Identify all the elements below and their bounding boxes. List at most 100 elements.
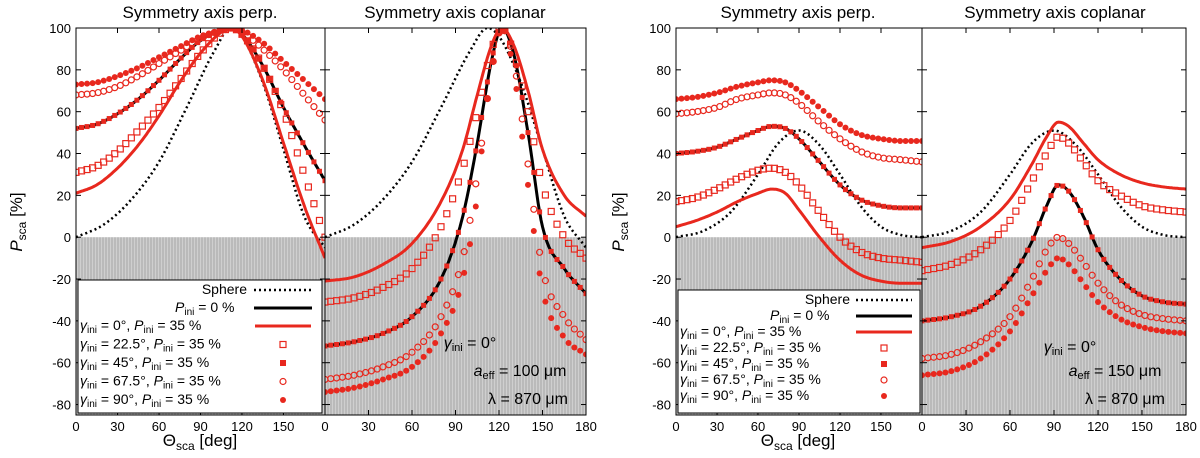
left-perp-series-0-line (76, 28, 325, 249)
left-perp-series-4-marker (300, 140, 306, 146)
left-perp-series-6-marker (277, 55, 284, 62)
right-coplanar-series-3-marker (1076, 154, 1085, 162)
left-coplanar-series-4-marker (525, 130, 531, 136)
left-coplanar-series-3-marker (425, 243, 433, 251)
legend-row-label: γini = 67.5°, Pini = 35 % (80, 373, 221, 392)
right-perp-series-3-marker (781, 168, 789, 176)
right-coplanar-series-6-marker (1147, 326, 1154, 333)
right-coplanar-series-4-marker (948, 314, 954, 320)
left-coplanar-series-6-marker (513, 85, 520, 92)
right-perp-series-4-marker (870, 201, 876, 207)
left-coplanar-series-5-marker (530, 205, 538, 213)
x-tick-label-left-coplanar: 30 (361, 419, 375, 434)
legend-row-label: γini = 0°, Pini = 35 % (680, 323, 801, 342)
right-perp-series-4-marker (728, 139, 734, 145)
right-perp-series-6-marker (689, 94, 696, 101)
right-perp-series-4-marker (739, 134, 745, 140)
right-coplanar-series-5-marker (1018, 294, 1026, 302)
left-perp-series-6-marker (233, 28, 240, 32)
left-perp-series-4-marker (123, 105, 129, 111)
left-perp-series-3-marker (260, 64, 268, 72)
left-perp-series-5-marker (271, 57, 279, 65)
y-tick-label-left-perp: -60 (52, 356, 71, 371)
right-perp-series-6-marker (733, 83, 740, 90)
left-coplanar-series-6-marker (548, 315, 555, 322)
right-coplanar-series-4-marker (1072, 197, 1078, 203)
right-coplanar-series-4-marker (1013, 268, 1019, 274)
right-coplanar-series-6-marker (1036, 279, 1043, 286)
left-coplanar-series-5-marker (402, 353, 410, 361)
right-coplanar-series-6-marker (1089, 292, 1096, 299)
right-perp-series-5-marker (847, 142, 855, 150)
x-tick-label-left-coplanar: 120 (488, 419, 510, 434)
left-coplanar-series-4-marker (577, 284, 583, 290)
left-coplanar-series-5-marker (414, 343, 422, 351)
right-coplanar-series-4-marker (1089, 234, 1095, 240)
right-coplanar-series-3-marker (1059, 134, 1067, 142)
left-perp-series-5-marker (255, 41, 263, 49)
right-coplanar-series-5-marker (977, 338, 985, 346)
left-perp-series-5-marker (293, 82, 301, 91)
x-tick-label-right-coplanar: 30 (959, 419, 973, 434)
left-perp-series-3-marker (160, 96, 169, 105)
left-coplanar-series-4-marker (484, 79, 490, 85)
legend-box-left (77, 279, 323, 414)
right-coplanar-series-6-marker (1136, 323, 1143, 330)
y-tick-label-left-perp: 20 (57, 188, 71, 203)
right-coplanar-series-6-marker (1130, 321, 1137, 328)
right-perp-series-6-marker (755, 79, 761, 86)
left-perp-series-5-marker (149, 63, 158, 71)
right-coplanar-series-6-marker (924, 371, 931, 378)
left-coplanar-series-6-marker (449, 307, 456, 314)
panel-title-left-perp: Symmetry axis perp. (123, 3, 278, 22)
x-tick-label-right-perp: 60 (751, 419, 765, 434)
right-coplanar-series-4-marker (1154, 298, 1160, 304)
annotation-aeff-right: aeff = 150 μm (1069, 363, 1162, 382)
right-coplanar-series-5-marker (1123, 305, 1131, 313)
left-perp-series-6-marker (89, 80, 96, 87)
left-perp-series-4-marker (189, 44, 195, 50)
left-coplanar-series-6-marker (565, 339, 572, 346)
right-perp-series-6-marker (908, 137, 915, 144)
left-perp-series-6-marker (106, 75, 113, 82)
x-tick-label-right-perp: 30 (710, 419, 724, 434)
y-tick-label-right-perp: 40 (657, 147, 671, 162)
left-perp-series-6-marker (261, 40, 268, 47)
right-perp-series-4-marker (755, 128, 761, 134)
left-coplanar-series-4-marker (566, 272, 572, 278)
legend-sphere-label: Sphere (202, 281, 247, 297)
left-perp-series-6-marker (84, 80, 91, 87)
right-coplanar-series-5-marker (1065, 239, 1073, 248)
x-tick-label-left-coplanar: 0 (321, 419, 328, 434)
y-tick-label-right-perp: 0 (664, 230, 671, 245)
right-perp-series-4-marker (760, 125, 766, 131)
left-perp-series-6-marker (205, 30, 212, 37)
right-perp-series-6-marker (897, 137, 904, 144)
x-tick-label-left-coplanar: 150 (532, 419, 554, 434)
right-coplanar-series-4-marker (1060, 183, 1066, 189)
right-perp-series-6-marker (793, 85, 800, 92)
left-perp-series-5-marker (122, 79, 130, 87)
left-coplanar-series-6-marker (414, 359, 421, 366)
left-perp-series-3-marker (249, 45, 257, 53)
right-perp-series-5-marker (825, 126, 833, 134)
right-coplanar-series-4-marker (966, 309, 972, 315)
left-coplanar-series-6-marker (559, 332, 566, 339)
right-coplanar-series-5-marker (1117, 301, 1126, 309)
left-coplanar-series-4-marker (334, 341, 340, 347)
right-coplanar-series-4-marker (1095, 247, 1101, 253)
left-perp-series-6-marker (95, 79, 102, 86)
right-coplanar-series-4-marker (1083, 220, 1089, 226)
left-perp-series-6-marker (294, 71, 301, 78)
right-perp-series-6-marker (694, 93, 701, 100)
right-coplanar-series-3-marker (1047, 141, 1055, 149)
left-perp-series-4-marker (128, 101, 134, 107)
left-coplanar-series-6-marker (525, 181, 531, 188)
left-coplanar-series-6-marker (385, 374, 392, 381)
right-coplanar-series-4-marker (1177, 301, 1183, 307)
left-perp-series-3-marker (310, 200, 318, 208)
x-tick-label-right-coplanar: 60 (1003, 419, 1017, 434)
panel-title-right-coplanar: Symmetry axis coplanar (964, 3, 1146, 22)
right-perp-series-6-marker (722, 87, 729, 94)
left-coplanar-series-6-marker (577, 347, 584, 354)
